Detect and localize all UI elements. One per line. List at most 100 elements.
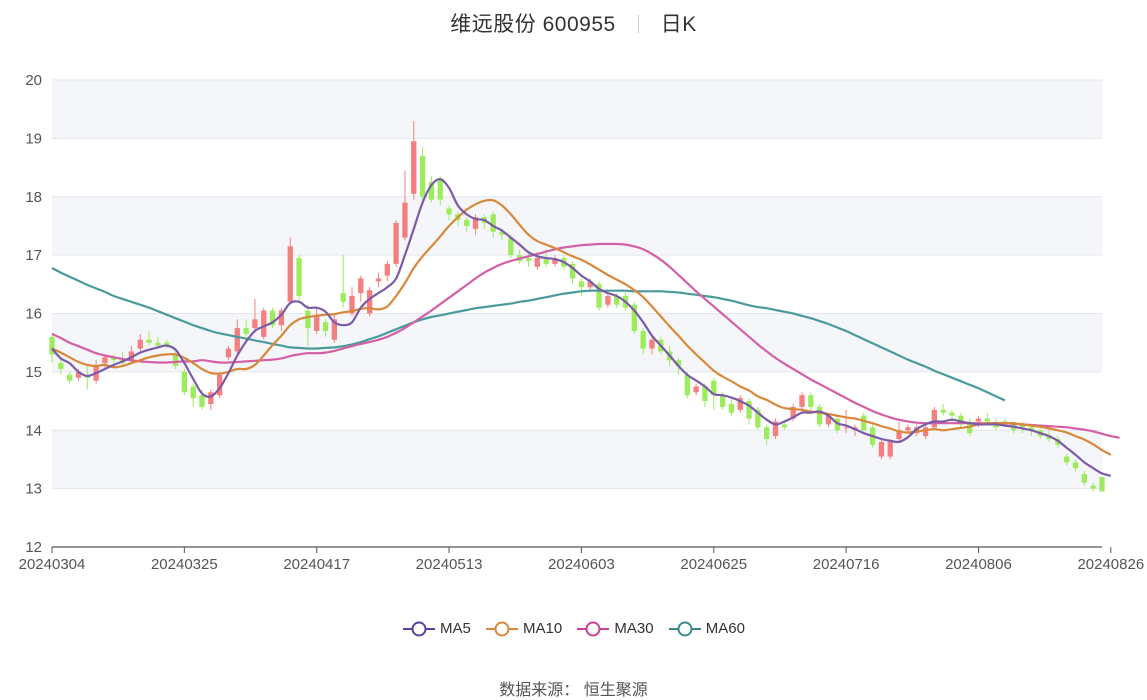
candle-up [278,310,285,326]
y-tick-label: 16 [25,306,42,323]
legend-item-ma10[interactable]: MA10 [485,620,562,637]
y-tick-label: 14 [25,422,42,439]
candle-up [843,427,849,429]
candle-down [1090,485,1096,489]
candle-up [225,348,232,358]
candle-up [367,290,373,314]
candle-down [305,310,311,329]
candle-up [975,418,982,422]
y-tick-label: 18 [25,189,42,206]
candle-down [631,304,637,332]
legend-label-ma10: MA10 [523,620,563,637]
candle-down [596,284,602,308]
candlestick-chart: 12 13 14 15 16 17 18 19 20 20240304 20240325 202404… [19,72,1145,573]
legend-item-ma30[interactable]: MA30 [576,620,654,637]
candle-up [402,202,408,238]
candle-down [808,395,814,407]
x-tick-label: 20240826 [1077,556,1144,573]
candle-down [181,371,187,393]
candle-up [534,258,540,267]
ma10-legend-circle [494,621,510,636]
ma30-legend-circle [585,621,601,636]
candle-up [472,217,479,229]
candle-up [825,415,832,425]
candle-down [1081,474,1087,483]
candle-up [349,295,355,314]
candle-down [861,415,867,431]
y-tick-label: 19 [25,130,42,147]
data-source: 数据来源： 恒生聚源 [499,682,648,699]
candle-down [269,310,276,326]
candle-up [287,246,293,302]
x-tick-label: 20240806 [945,556,1012,573]
candle-down [199,395,205,407]
legend-label-ma60: MA60 [705,620,745,637]
candle-down [190,386,196,399]
legend-item-ma60[interactable]: MA60 [668,620,745,637]
x-tick-label: 20240603 [548,556,615,573]
ma60-line [51,267,1006,402]
candle-up [649,339,655,349]
ma5-legend-icon [403,621,436,636]
y-tick-label: 17 [25,247,42,264]
candle-up [128,351,135,361]
candle-down [446,208,452,215]
grid-band [52,80,1102,139]
candle-down [614,295,620,305]
candle-down [1019,424,1026,428]
ma10-legend-icon [486,621,519,636]
chart-title: 维远股份 600955 日K [0,8,1147,38]
candle-down [464,220,470,226]
candle-up [75,371,82,378]
y-tick-label: 12 [25,539,42,556]
candle-down [525,258,532,261]
candle-down [940,409,946,413]
candle-down [684,374,690,396]
period-label: 日K [660,13,697,36]
candle-up [234,328,240,352]
candle-up [102,357,108,364]
candle-down [172,354,179,367]
ma30-legend-icon [577,621,610,636]
candle-down [702,386,708,402]
y-tick-label: 15 [25,364,42,381]
candle-down [490,214,496,232]
candle-up [799,395,805,407]
candle-up [896,430,902,440]
legend-item-ma5[interactable]: MA5 [402,620,471,637]
candle-up [358,278,364,294]
candle-up [411,141,417,194]
candle-down [711,380,717,396]
ma60-legend-icon [668,621,701,636]
candle-down [428,182,435,200]
x-tick-label: 20240513 [416,556,483,573]
grid-band [52,313,1102,372]
candle-up [252,319,258,329]
candle-down [543,258,549,264]
candle-down [111,357,117,361]
candle-down [49,336,55,355]
grid-band [52,430,1102,489]
candle-down [437,179,443,200]
candle-down [578,281,585,288]
y-tick-label: 13 [25,481,42,498]
ma5-line [51,178,1112,477]
candle-down [728,403,735,413]
candle-up [208,392,214,404]
candle-down [1072,462,1079,469]
candle-up [384,263,390,276]
ma60-legend-circle [677,621,693,636]
candle-up [261,310,267,337]
candle-down [296,258,302,296]
candle-up [693,386,699,393]
candle-down [164,342,170,346]
candle-up [878,441,885,457]
candle-down [508,237,514,256]
legend-label-ma5: MA5 [440,620,471,637]
candle-up [905,427,911,431]
candle-down [1064,456,1070,463]
candle-up [331,319,337,340]
candle-down [993,424,999,428]
ma30-line [51,242,1120,439]
ma5-legend-circle [411,621,427,636]
